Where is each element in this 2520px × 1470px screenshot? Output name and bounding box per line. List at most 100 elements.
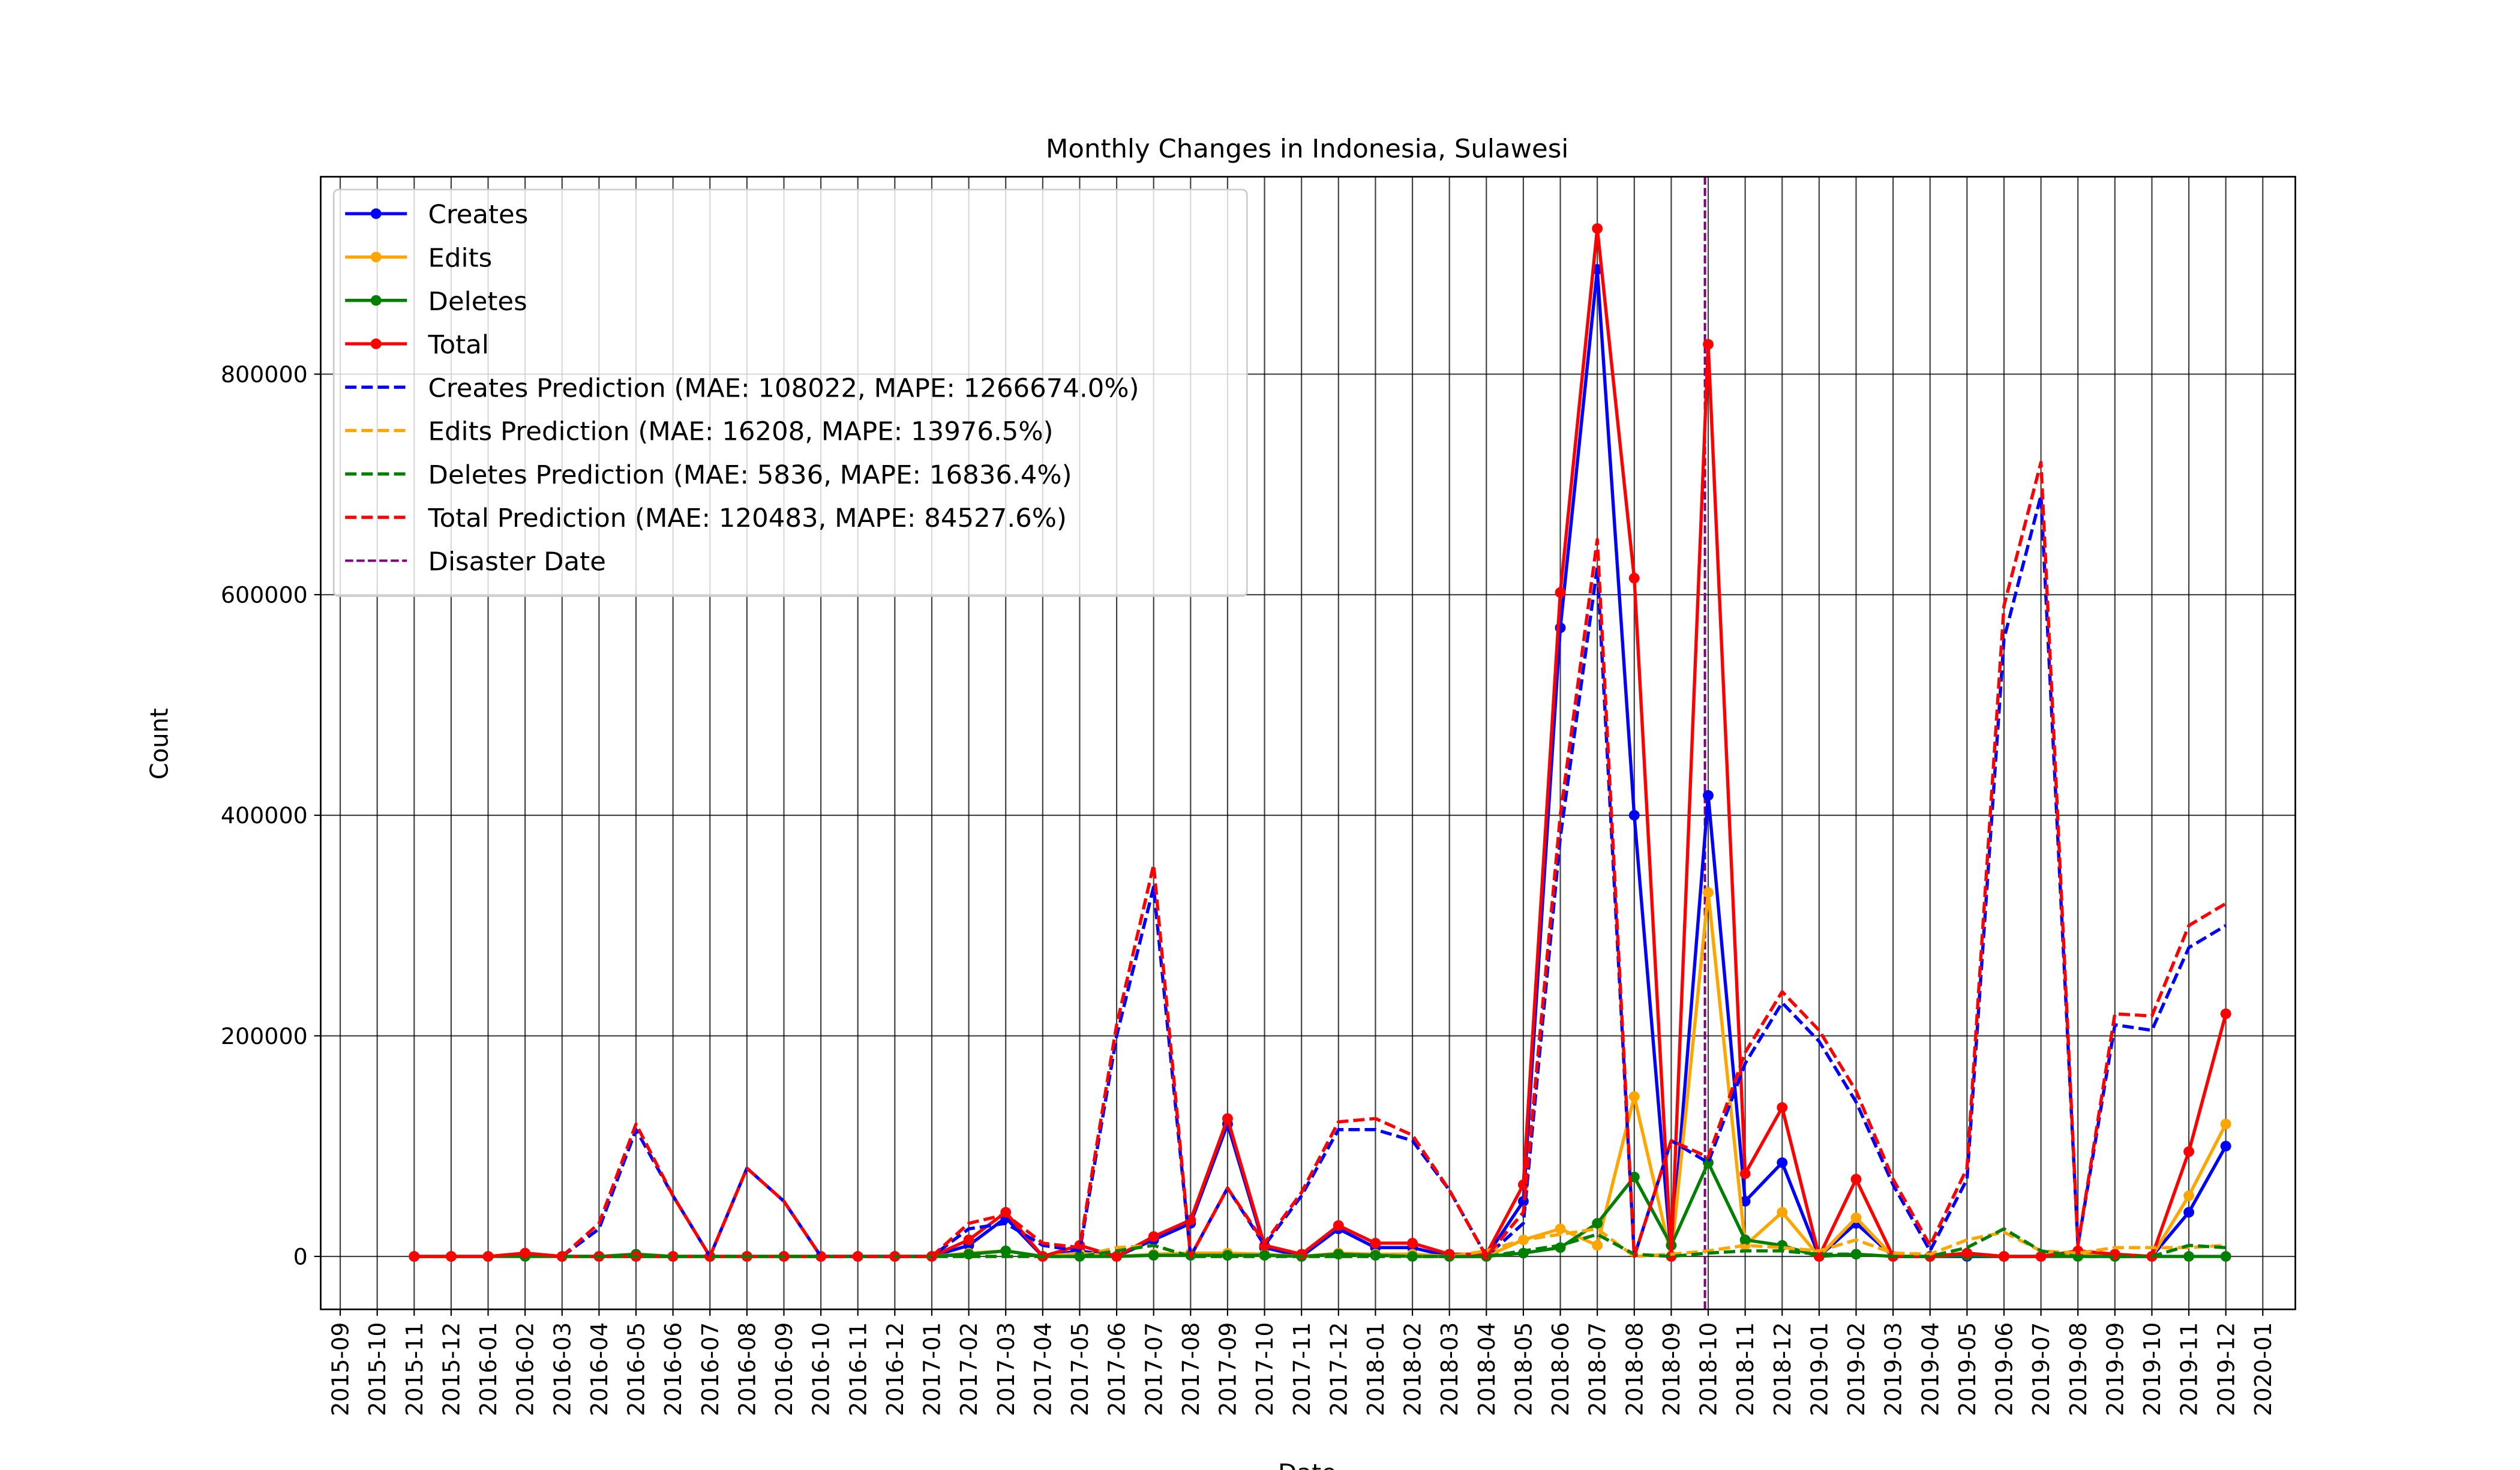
data-point (1739, 1234, 1751, 1246)
data-point (1628, 572, 1640, 584)
x-tick-label: 2016-05 (623, 1322, 649, 1417)
data-point (1777, 1207, 1788, 1218)
data-point (1999, 1251, 2009, 1262)
data-point (1592, 1218, 1603, 1229)
data-point (1333, 1220, 1344, 1231)
x-tick-label: 2019-08 (2065, 1322, 2092, 1417)
data-point (2183, 1251, 2195, 1262)
x-tick-label: 2018-01 (1363, 1322, 1389, 1417)
legend-label: Total (428, 330, 489, 360)
x-tick-label: 2016-02 (512, 1322, 538, 1417)
plot-frame (320, 176, 2296, 1310)
data-point (1777, 1157, 1788, 1168)
data-point (1407, 1238, 1418, 1249)
y-tick-label: 200000 (221, 1023, 308, 1049)
data-point (2220, 1141, 2231, 1152)
legend-label: Disaster Date (428, 547, 606, 577)
x-tick-label: 2016-11 (845, 1322, 871, 1417)
legend-marker (370, 338, 382, 349)
x-tick-label: 2017-03 (993, 1322, 1019, 1417)
x-tick-label: 2019-11 (2176, 1322, 2202, 1417)
data-point (963, 1234, 974, 1246)
data-point (2220, 1008, 2231, 1019)
data-point (1074, 1251, 1085, 1262)
x-tick-label: 2019-02 (1843, 1322, 1870, 1417)
data-point (1703, 887, 1714, 898)
data-point (1739, 1196, 1751, 1207)
data-point (1111, 1251, 1123, 1262)
data-point (1961, 1247, 1973, 1259)
data-point (1148, 1231, 1159, 1242)
legend-label: Creates Prediction (MAE: 108022, MAPE: 1… (428, 374, 1139, 404)
x-axis-label: Date (1278, 1459, 1336, 1470)
legend-label: Creates (428, 200, 529, 230)
data-point (1628, 1091, 1640, 1102)
data-point (1555, 587, 1566, 598)
data-point (445, 1251, 457, 1262)
y-tick-label: 600000 (221, 582, 308, 608)
x-tick-label: 2018-11 (1732, 1322, 1759, 1417)
x-tick-label: 2016-04 (586, 1322, 613, 1417)
data-point (1628, 809, 1640, 821)
y-axis-label: Count (145, 708, 173, 779)
x-tick-label: 2018-04 (1474, 1322, 1500, 1417)
x-tick-label: 2019-05 (1954, 1322, 1981, 1417)
legend-marker (370, 208, 382, 219)
legend-box (332, 188, 1248, 597)
series-line (560, 460, 2227, 1258)
x-tick-label: 2016-07 (697, 1322, 724, 1417)
x-tick-label: 2019-12 (2213, 1322, 2239, 1417)
x-tick-label: 2019-01 (1806, 1322, 1832, 1417)
data-point (2183, 1190, 2195, 1201)
data-point (1370, 1238, 1381, 1249)
data-point (1850, 1212, 1862, 1223)
x-tick-label: 2018-10 (1695, 1322, 1721, 1417)
x-tick-label: 2017-04 (1030, 1322, 1056, 1417)
data-point (2183, 1146, 2195, 1157)
x-tick-label: 2017-10 (1252, 1322, 1278, 1417)
x-tick-label: 2015-09 (327, 1322, 353, 1417)
x-tick-label: 2017-02 (956, 1322, 982, 1417)
x-tick-label: 2019-07 (2028, 1322, 2054, 1417)
data-point (2035, 1251, 2047, 1262)
legend-label: Deletes Prediction (MAE: 5836, MAPE: 168… (428, 460, 1072, 490)
data-point (1703, 339, 1714, 350)
x-tick-label: 2019-06 (1991, 1322, 2017, 1417)
x-tick-label: 2019-03 (1880, 1322, 1906, 1417)
data-point (2220, 1118, 2231, 1130)
legend-label: Edits (428, 244, 493, 274)
x-tick-label: 2017-08 (1178, 1322, 1204, 1417)
x-tick-label: 2016-10 (808, 1322, 834, 1417)
x-tick-label: 2016-08 (734, 1322, 760, 1417)
data-point (1592, 1240, 1603, 1251)
x-tick-label: 2015-11 (401, 1322, 428, 1417)
legend-label: Deletes (428, 287, 527, 317)
x-tick-label: 2018-09 (1658, 1322, 1685, 1417)
data-point (2220, 1251, 2231, 1262)
data-point (1148, 1250, 1159, 1261)
data-point (409, 1251, 420, 1262)
x-tick-label: 2017-09 (1214, 1322, 1241, 1417)
legend-label: Edits Prediction (MAE: 16208, MAPE: 1397… (428, 417, 1054, 447)
data-point (482, 1251, 494, 1262)
x-tick-label: 2016-06 (660, 1322, 686, 1417)
data-point (1739, 1168, 1751, 1179)
x-tick-label: 2019-10 (2139, 1322, 2165, 1417)
x-tick-label: 2015-12 (438, 1322, 464, 1417)
x-tick-label: 2018-08 (1621, 1322, 1648, 1417)
x-tick-label: 2017-06 (1103, 1322, 1130, 1417)
legend-marker (370, 295, 382, 306)
x-tick-label: 2018-12 (1769, 1322, 1796, 1417)
legend-label: Total Prediction (MAE: 120483, MAPE: 845… (428, 504, 1067, 534)
chart-title: Monthly Changes in Indonesia, Sulawesi (1046, 134, 1568, 164)
x-tick-label: 2018-07 (1584, 1322, 1610, 1417)
x-tick-label: 2016-12 (882, 1322, 908, 1417)
x-tick-label: 2018-05 (1510, 1322, 1537, 1417)
x-tick-label: 2018-03 (1436, 1322, 1463, 1417)
x-tick-label: 2016-01 (475, 1322, 502, 1417)
x-tick-label: 2017-07 (1141, 1322, 1167, 1417)
data-point (1592, 223, 1603, 234)
y-tick-label: 400000 (221, 802, 308, 829)
